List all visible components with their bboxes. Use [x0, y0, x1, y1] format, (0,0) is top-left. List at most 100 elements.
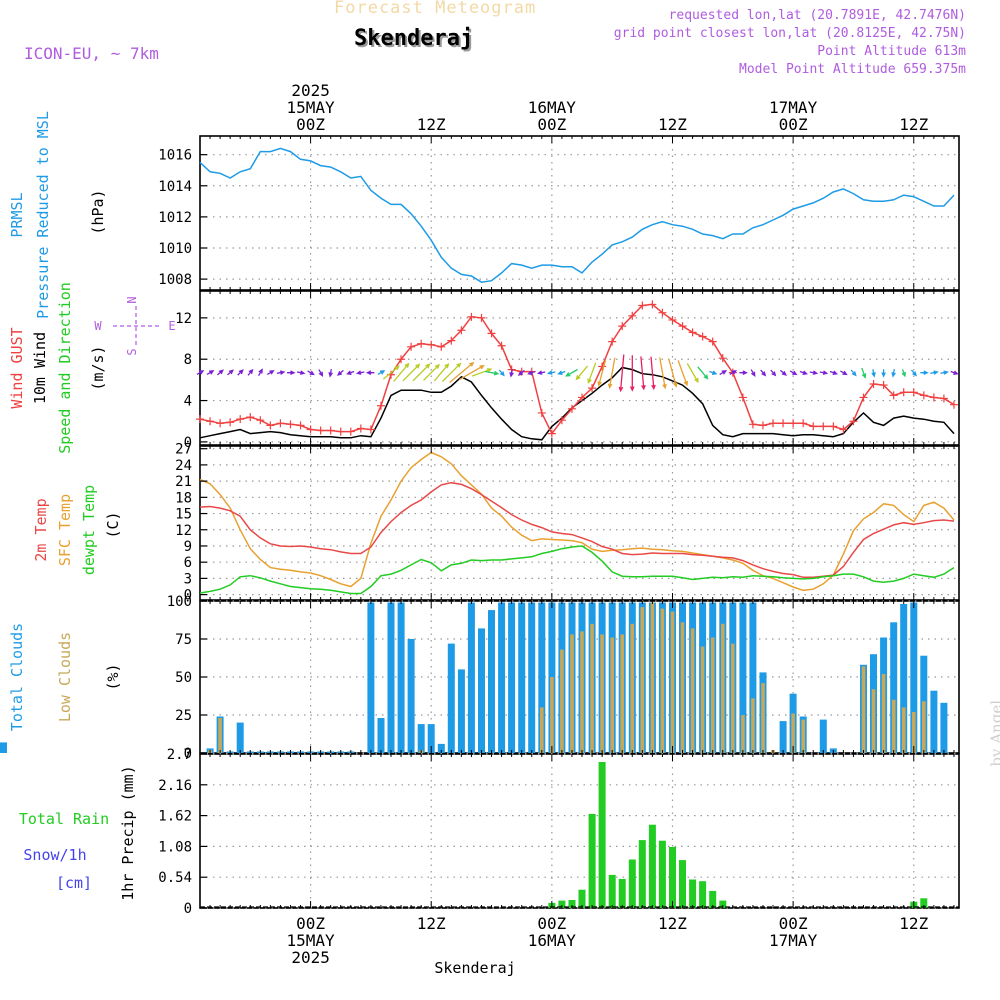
wind-arrow: [871, 369, 876, 378]
total-cloud-bar: [528, 602, 536, 753]
low-cloud-bar: [570, 634, 574, 753]
gust-point: [547, 429, 556, 438]
compass-s: S: [125, 348, 139, 355]
wind-arrow: [607, 357, 616, 389]
gust-point: [236, 415, 245, 424]
wind-arrow: [517, 369, 525, 376]
wind-arrow: [850, 369, 857, 377]
total-cloud-bar: [739, 602, 747, 753]
gust-point: [336, 427, 345, 436]
wind-arrow: [789, 370, 798, 376]
total-rain-label: Total Rain: [19, 810, 109, 828]
ytick-label-temp: 12: [175, 523, 192, 539]
bottom-time-label: 00Z: [779, 914, 808, 933]
gust-point: [497, 341, 506, 350]
ytick-label-precip: 1.08: [158, 839, 192, 855]
low-cloud-bar: [761, 683, 765, 753]
bottom-time-label: 15MAY: [286, 931, 335, 950]
wind-arrow: [346, 370, 355, 375]
wind-arrow: [459, 364, 485, 381]
sfc-temp-line: [199, 451, 955, 592]
gust-point: [487, 329, 496, 338]
wind-gust-line: [199, 303, 955, 436]
wind-arrow: [355, 370, 365, 375]
gust-point: [196, 415, 204, 424]
gust-point: [698, 332, 707, 341]
wind-arrow: [686, 363, 699, 384]
wind-arrow: [618, 354, 625, 393]
wind-arrow: [206, 370, 215, 375]
precip-unit: 1hr Precip (mm): [119, 765, 137, 900]
gust-point: [849, 417, 858, 426]
top-time-label: 00Z: [537, 115, 566, 134]
low-cloud-bar: [871, 689, 876, 753]
ytick-label-temp: 0: [184, 588, 192, 604]
temp-2m-label: 2m Temp: [32, 498, 50, 561]
gust-point: [839, 425, 848, 434]
ytick-label-pressure: 1014: [158, 179, 192, 195]
top-time-label: 17MAY: [769, 98, 818, 117]
total-cloud-bar: [377, 718, 385, 753]
gust-point: [718, 354, 727, 363]
wind-arrow: [587, 362, 597, 384]
wind-arrow: [650, 356, 656, 391]
low-cloud-bar: [670, 611, 675, 753]
ytick-label-temp: 18: [175, 490, 192, 506]
gust-point: [306, 425, 315, 434]
wind-arrow: [423, 363, 440, 381]
low-cloud-bar: [751, 698, 755, 753]
temp-unit: (C): [104, 511, 122, 538]
total-cloud-bar: [437, 743, 445, 753]
wind-arrow: [779, 369, 787, 376]
ytick-label-clouds: 25: [175, 708, 192, 724]
gust-point: [407, 342, 416, 351]
gust-point: [397, 355, 406, 364]
wind-arrow: [709, 370, 718, 375]
wind-arrow: [402, 363, 421, 382]
total-cloud-bar: [478, 628, 485, 753]
ytick-label-clouds: 0: [184, 746, 192, 762]
gust-point: [748, 420, 757, 429]
wind-arrow: [258, 368, 263, 377]
gust-point: [929, 393, 938, 402]
ytick-label-pressure: 1010: [158, 241, 192, 257]
compass-w: W: [94, 319, 102, 333]
low-cloud-bar: [610, 637, 614, 753]
wind-arrow: [328, 369, 333, 378]
gust-point: [758, 421, 767, 430]
gust-point: [598, 362, 607, 371]
total-cloud-bar: [447, 643, 455, 753]
ytick-label-temp: 24: [175, 458, 192, 474]
wind-arrow: [237, 369, 244, 376]
low-clouds-label: Low Clouds: [56, 632, 74, 722]
wind-arrow: [760, 369, 767, 377]
snow-label: Snow/1h: [23, 846, 86, 864]
wind-arrow: [799, 370, 808, 375]
gust-point: [226, 418, 235, 427]
wind-arrow: [441, 362, 462, 383]
low-cloud-bar: [791, 713, 795, 753]
wind-arrow: [881, 369, 886, 378]
bottom-time-label: 00Z: [537, 914, 566, 933]
pressure-label-1: PRMSL: [8, 192, 26, 237]
wind-arrow: [840, 370, 848, 376]
total-cloud-bar: [407, 639, 415, 753]
low-cloud-bar: [560, 649, 564, 753]
total-cloud-bar: [508, 602, 516, 753]
gust-point: [939, 394, 948, 403]
total-cloud-bar: [498, 602, 506, 753]
bottom-time-label: 12Z: [658, 914, 687, 933]
bottom-time-label: 17MAY: [769, 931, 818, 950]
total-cloud-bar: [910, 602, 918, 753]
bottom-time-label: 2025: [291, 948, 330, 967]
wind-arrow: [471, 368, 493, 377]
ytick-label-precip: 1.62: [158, 809, 192, 825]
gust-point: [286, 420, 295, 429]
gust-point: [919, 391, 928, 400]
wind-arrow: [296, 370, 306, 375]
compass-n: N: [125, 296, 139, 303]
total-cloud-bar: [940, 702, 948, 753]
rain-bar: [618, 878, 626, 908]
gust-point: [447, 336, 456, 345]
